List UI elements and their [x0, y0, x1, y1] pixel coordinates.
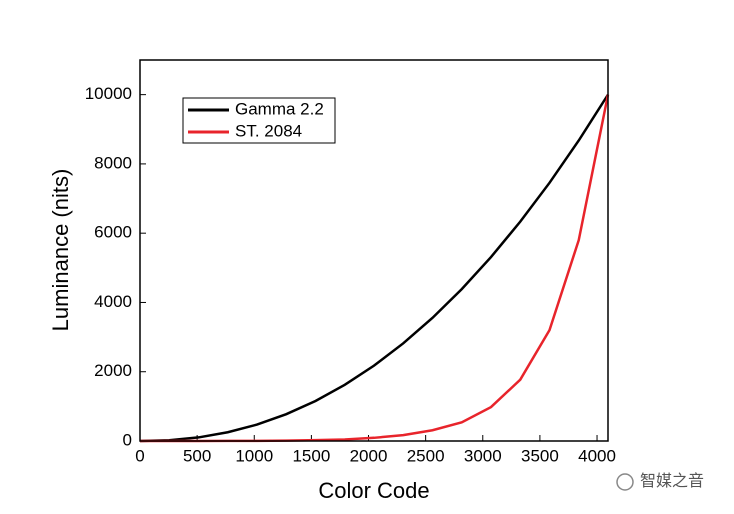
series-line [140, 94, 610, 443]
watermark-text: 智媒之音 [640, 472, 704, 490]
x-tick-label: 3500 [521, 446, 559, 465]
x-tick-label: 3000 [464, 446, 502, 465]
legend-box [182, 97, 336, 144]
legend-label: ST. 2084 [235, 121, 302, 140]
plot-frame [139, 59, 609, 442]
y-tick-label: 6000 [94, 223, 132, 242]
legend-label: Gamma 2.2 [235, 99, 324, 118]
x-tick-label: 4000 [578, 446, 616, 465]
x-tick-label: 500 [183, 446, 211, 465]
y-tick-label: 0 [123, 430, 132, 449]
x-tick-label: 1500 [292, 446, 330, 465]
x-tick-label: 2000 [350, 446, 388, 465]
watermark: 智媒之音 [616, 472, 704, 491]
x-tick-label: 2500 [407, 446, 445, 465]
legend: Gamma 2.2 ST. 2084 [182, 97, 336, 144]
watermark-icon [616, 473, 634, 491]
y-tick-label: 2000 [94, 361, 132, 380]
y-tick-label: 8000 [94, 153, 132, 172]
y-tick-label: 10000 [85, 84, 132, 103]
x-tick-label: 1000 [235, 446, 273, 465]
x-axis-label: Color Code [318, 478, 429, 503]
x-tick-label: 0 [135, 446, 144, 465]
y-tick-label: 4000 [94, 292, 132, 311]
y-axis-label: Luminance (nits) [48, 169, 73, 332]
series-line [139, 93, 610, 443]
